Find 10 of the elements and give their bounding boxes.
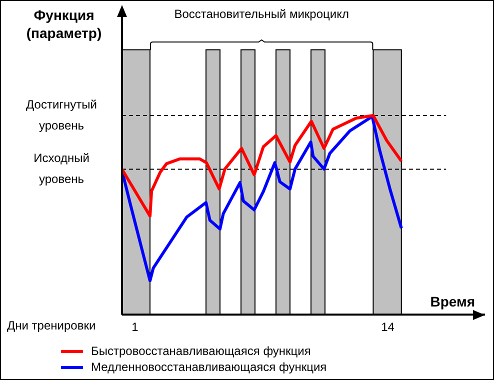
legend-label: Медленновосстанавливающаяся функция (91, 359, 327, 375)
x-axis-title: Время (430, 294, 475, 310)
text: Восстановительный микроцикл (174, 7, 349, 21)
x-tick-label: 14 (381, 320, 395, 334)
ref-line-label: Исходный уровень (34, 151, 90, 186)
legend-label: Быстровосстанавливающаяся функция (91, 343, 311, 359)
x-tick-label: 1 (132, 320, 139, 334)
ref-line-label: Достигнутый уровень (26, 97, 97, 132)
text: Дни тренировки (7, 318, 96, 333)
text: Функция (параметр) (26, 7, 102, 41)
